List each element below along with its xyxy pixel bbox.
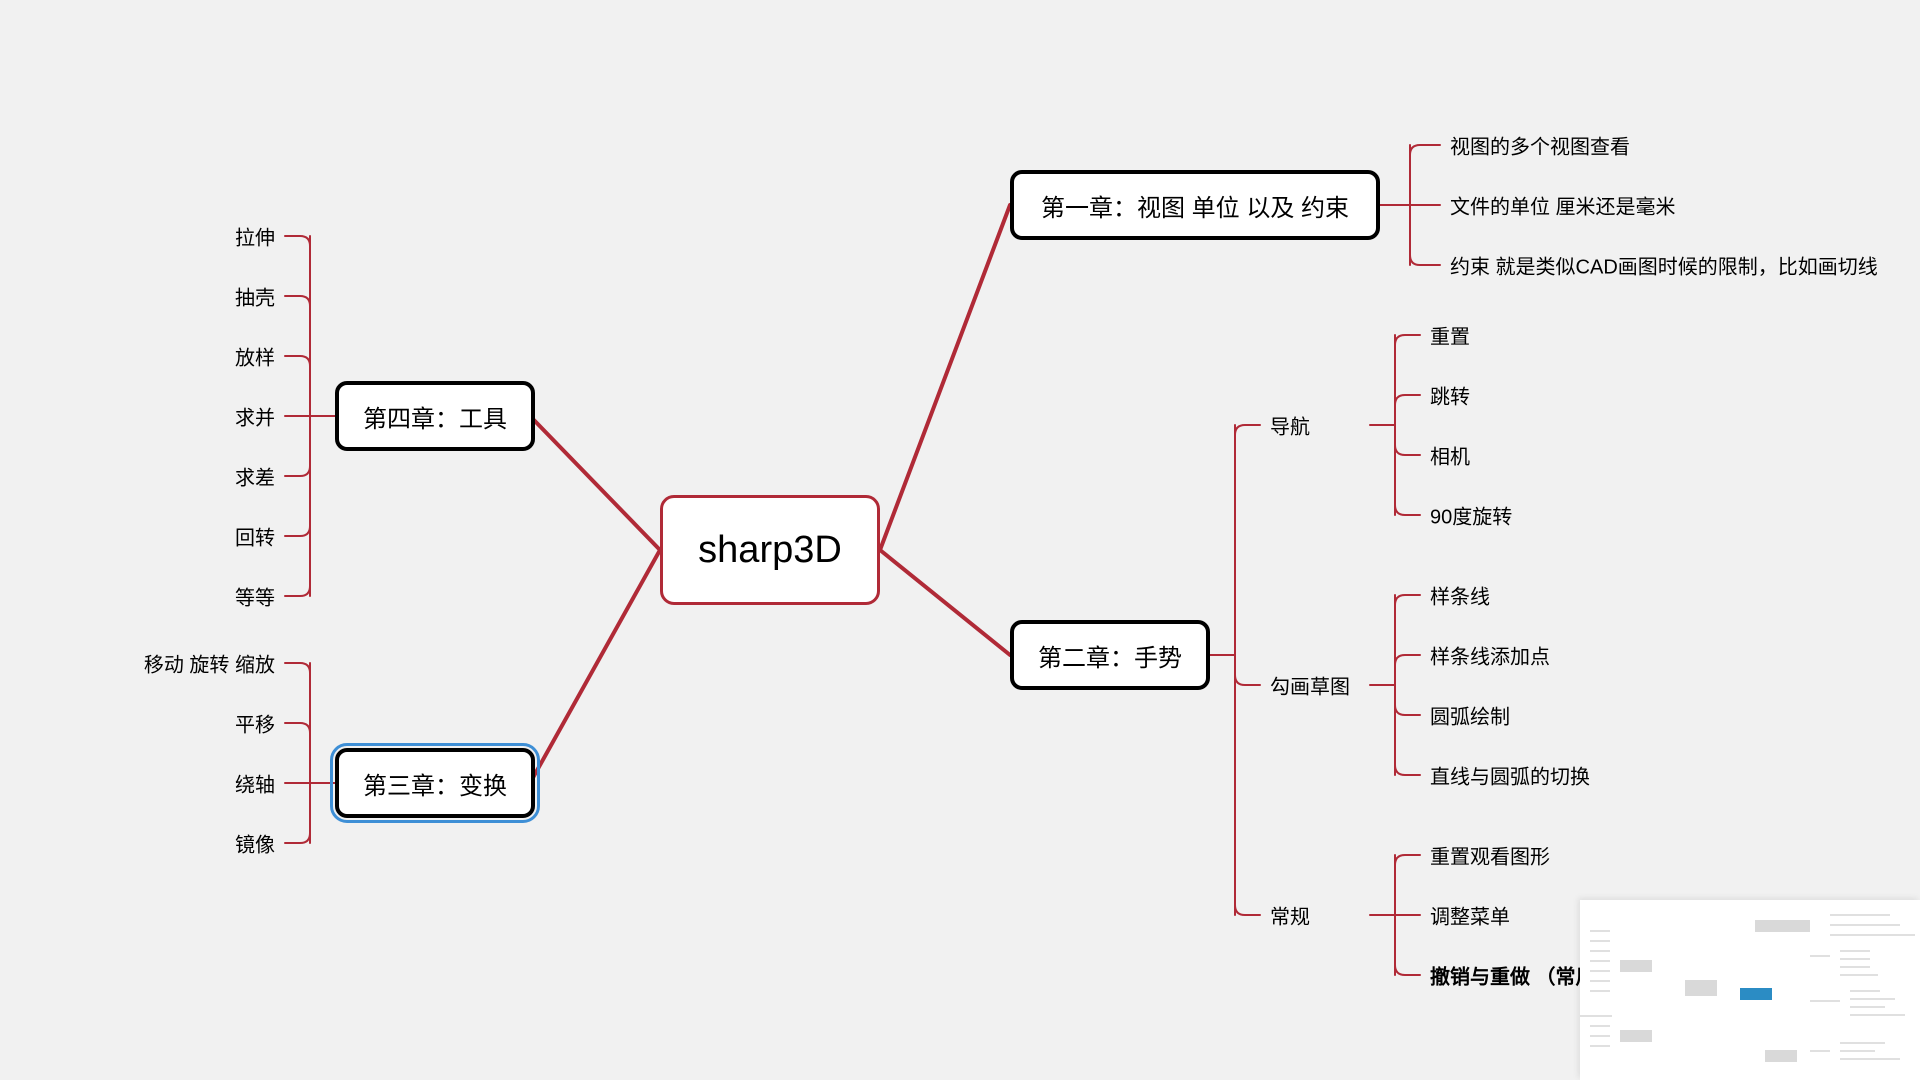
minimap-leaf bbox=[1810, 1000, 1840, 1002]
minimap-leaf bbox=[1840, 966, 1870, 968]
minimap-leaf bbox=[1850, 998, 1895, 1000]
minimap-leaf bbox=[1590, 930, 1610, 932]
minimap-leaf bbox=[1830, 924, 1900, 926]
minimap-leaf bbox=[1840, 1058, 1900, 1060]
minimap-leaf bbox=[1840, 1042, 1885, 1044]
leaf-node[interactable]: 回转 bbox=[235, 522, 275, 551]
minimap-leaf bbox=[1590, 940, 1610, 942]
minimap-node bbox=[1765, 1050, 1797, 1062]
minimap-node-active bbox=[1740, 988, 1772, 1000]
leaf-node[interactable]: 抽壳 bbox=[235, 282, 275, 311]
leaf-node[interactable]: 调整菜单 bbox=[1430, 901, 1510, 930]
minimap-leaf bbox=[1810, 1050, 1830, 1052]
minimap-leaf bbox=[1830, 934, 1915, 936]
minimap-leaf bbox=[1590, 980, 1610, 982]
leaf-node[interactable]: 放样 bbox=[235, 342, 275, 371]
minimap-leaf bbox=[1590, 970, 1610, 972]
minimap[interactable] bbox=[1580, 900, 1920, 1080]
minimap-leaf bbox=[1590, 1045, 1610, 1047]
branch-chapter-4[interactable]: 第四章：工具 bbox=[335, 381, 535, 451]
leaf-node[interactable]: 勾画草图 bbox=[1270, 671, 1350, 700]
leaf-node[interactable]: 绕轴 bbox=[235, 769, 275, 798]
branch-label: 第二章：手势 bbox=[1038, 638, 1182, 673]
leaf-node[interactable]: 导航 bbox=[1270, 411, 1310, 440]
leaf-node[interactable]: 移动 旋转 缩放 bbox=[144, 649, 275, 678]
leaf-node[interactable]: 重置观看图形 bbox=[1430, 841, 1550, 870]
minimap-leaf bbox=[1590, 960, 1610, 962]
leaf-node[interactable]: 重置 bbox=[1430, 321, 1470, 350]
leaf-node[interactable]: 文件的单位 厘米还是毫米 bbox=[1450, 191, 1676, 220]
minimap-leaf bbox=[1850, 990, 1880, 992]
leaf-node[interactable]: 求并 bbox=[235, 402, 275, 431]
leaf-node[interactable]: 拉伸 bbox=[235, 222, 275, 251]
root-label: sharp3D bbox=[698, 529, 842, 572]
minimap-node bbox=[1620, 1030, 1652, 1042]
leaf-node[interactable]: 常规 bbox=[1270, 901, 1310, 930]
minimap-leaf bbox=[1840, 958, 1870, 960]
branch-label: 第三章：变换 bbox=[363, 766, 507, 801]
minimap-leaf bbox=[1590, 1025, 1610, 1027]
minimap-leaf bbox=[1840, 950, 1870, 952]
minimap-leaf bbox=[1850, 1006, 1885, 1008]
leaf-node[interactable]: 相机 bbox=[1430, 441, 1470, 470]
leaf-node[interactable]: 样条线 bbox=[1430, 581, 1490, 610]
leaf-node[interactable]: 视图的多个视图查看 bbox=[1450, 131, 1630, 160]
minimap-leaf bbox=[1850, 1014, 1905, 1016]
minimap-root bbox=[1685, 980, 1717, 996]
branch-chapter-2[interactable]: 第二章：手势 bbox=[1010, 620, 1210, 690]
branch-chapter-3[interactable]: 第三章：变换 bbox=[335, 748, 535, 818]
minimap-leaf bbox=[1580, 1015, 1612, 1017]
minimap-leaf bbox=[1590, 990, 1610, 992]
branch-chapter-1[interactable]: 第一章：视图 单位 以及 约束 bbox=[1010, 170, 1380, 240]
minimap-leaf bbox=[1810, 955, 1830, 957]
root-node[interactable]: sharp3D bbox=[660, 495, 880, 605]
minimap-leaf bbox=[1840, 1050, 1875, 1052]
leaf-node[interactable]: 镜像 bbox=[235, 829, 275, 858]
leaf-node[interactable]: 平移 bbox=[235, 709, 275, 738]
leaf-node[interactable]: 求差 bbox=[235, 462, 275, 491]
leaf-node[interactable]: 跳转 bbox=[1430, 381, 1470, 410]
minimap-leaf bbox=[1830, 914, 1890, 916]
branch-label: 第一章：视图 单位 以及 约束 bbox=[1041, 188, 1349, 223]
minimap-node bbox=[1620, 960, 1652, 972]
leaf-node[interactable]: 圆弧绘制 bbox=[1430, 701, 1510, 730]
leaf-node[interactable]: 等等 bbox=[235, 582, 275, 611]
minimap-leaf bbox=[1590, 1035, 1610, 1037]
leaf-node[interactable]: 约束 就是类似CAD画图时候的限制，比如画切线 bbox=[1450, 251, 1878, 280]
minimap-node bbox=[1755, 920, 1810, 932]
minimap-leaf bbox=[1590, 950, 1610, 952]
branch-label: 第四章：工具 bbox=[363, 399, 507, 434]
mindmap-canvas: sharp3D 第一章：视图 单位 以及 约束 第二章：手势 第三章：变换 第四… bbox=[0, 0, 1920, 1080]
minimap-leaf bbox=[1840, 974, 1878, 976]
leaf-node[interactable]: 样条线添加点 bbox=[1430, 641, 1550, 670]
leaf-node[interactable]: 90度旋转 bbox=[1430, 501, 1512, 530]
leaf-node[interactable]: 直线与圆弧的切换 bbox=[1430, 761, 1590, 790]
